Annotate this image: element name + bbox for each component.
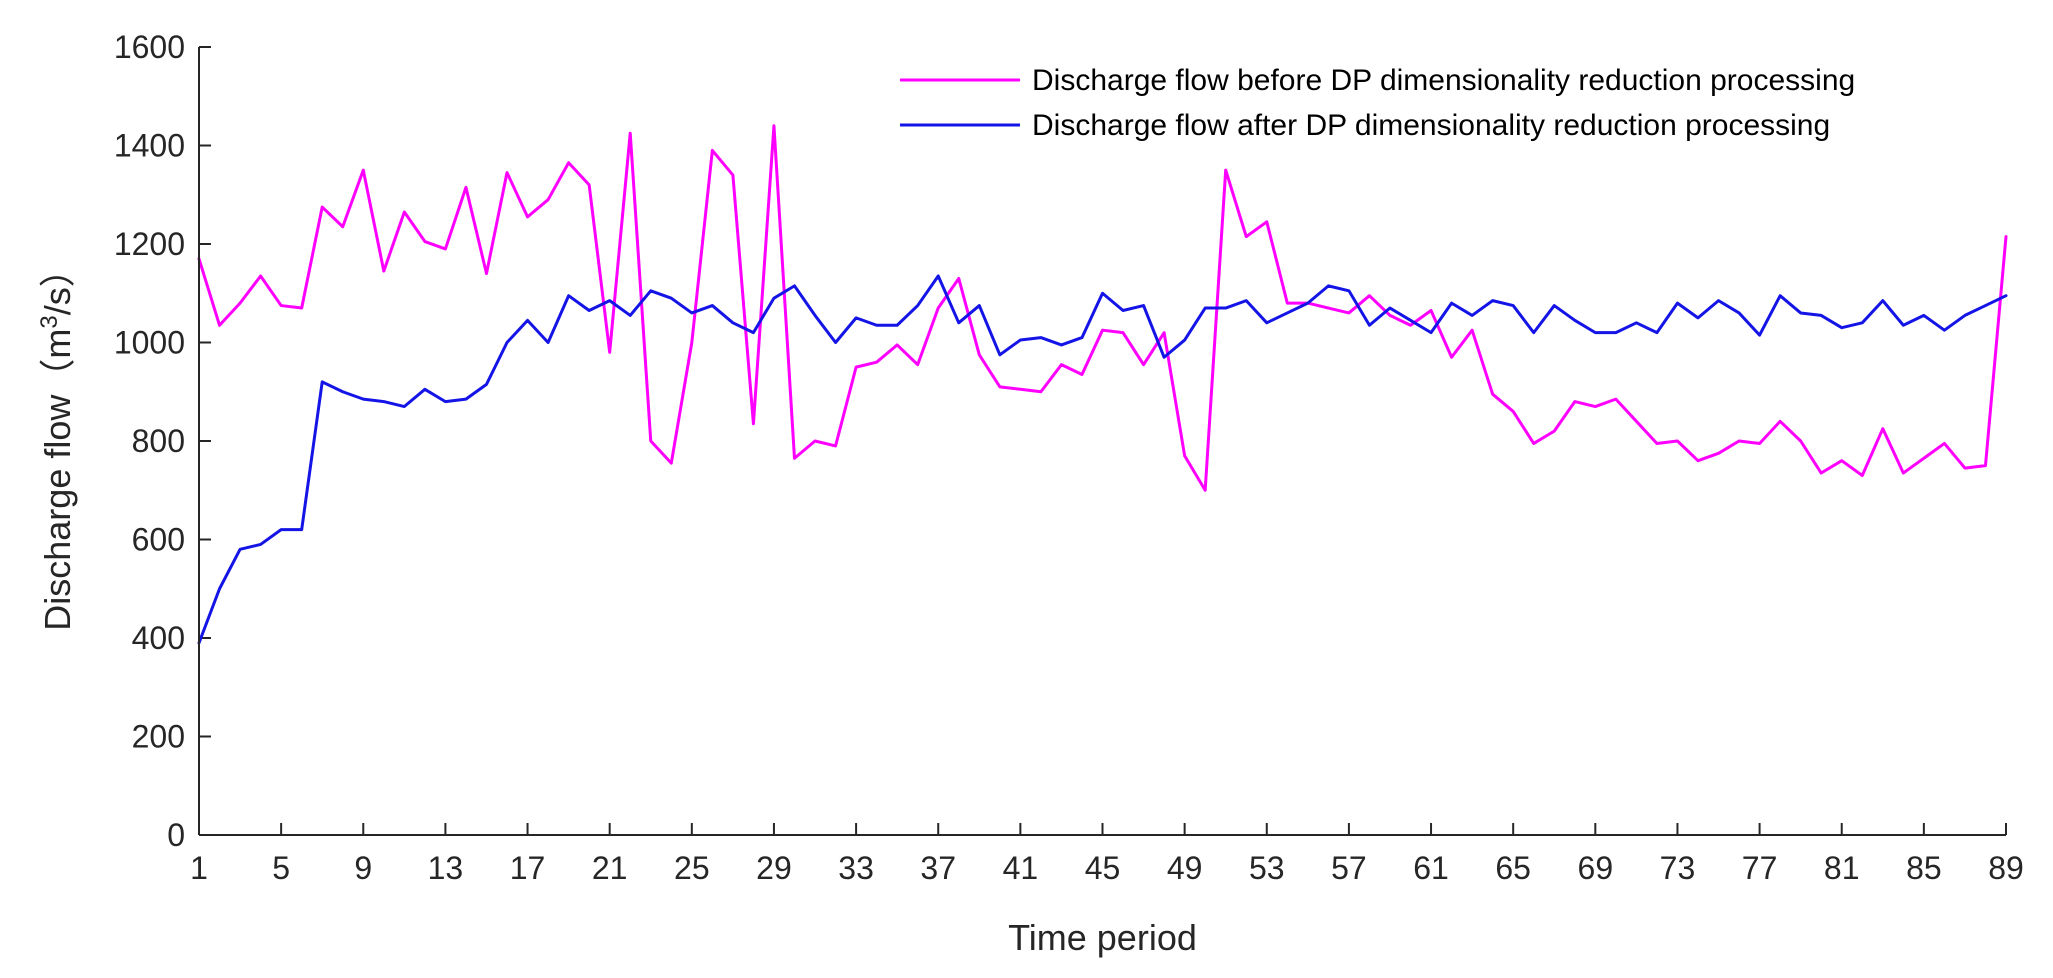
y-tick-label: 800	[132, 423, 185, 459]
x-tick-label: 9	[354, 850, 372, 886]
y-tick-label: 1200	[114, 226, 185, 262]
x-tick-label: 5	[272, 850, 290, 886]
x-tick-label: 77	[1742, 850, 1778, 886]
x-tick-label: 61	[1413, 850, 1449, 886]
series-layer	[197, 124, 2008, 645]
x-tick-label: 89	[1988, 850, 2024, 886]
x-tick-label: 41	[1003, 850, 1039, 886]
series-line-after	[197, 274, 2008, 645]
series-line-before	[197, 124, 2008, 492]
x-axis-label: Time period	[1008, 917, 1197, 958]
legend-label-before: Discharge flow before DP dimensionality …	[1032, 64, 1855, 97]
x-tick-label: 81	[1824, 850, 1860, 886]
x-tick-label: 73	[1660, 850, 1696, 886]
x-tick-label: 13	[428, 850, 464, 886]
tick-marks	[198, 46, 2007, 836]
x-tick-label: 29	[756, 850, 792, 886]
x-tick-label: 25	[674, 850, 710, 886]
x-tick-labels: 1 5 9 13 17 21 25 29 33 37 41 45 49 53 57 61 65 69 73 77 81 8…	[190, 850, 2024, 886]
y-tick-label: 0	[167, 817, 185, 853]
x-tick-label: 85	[1906, 850, 1942, 886]
y-axis-label-suffix: /s）	[37, 251, 78, 315]
x-tick-label: 65	[1495, 850, 1531, 886]
x-tick-label: 69	[1578, 850, 1614, 886]
y-tick-labels: 0 200 400 600 800 1000 1200 1400 1600	[114, 29, 185, 853]
y-tick-label: 1000	[114, 325, 185, 361]
legend: Discharge flow before DP dimensionality …	[900, 64, 1855, 142]
y-axis-label: Discharge flow（m3/s）	[36, 251, 79, 630]
x-tick-label: 37	[920, 850, 956, 886]
x-tick-label: 45	[1085, 850, 1121, 886]
legend-label-after: Discharge flow after DP dimensionality r…	[1032, 109, 1830, 142]
y-tick-label: 200	[132, 719, 185, 755]
y-tick-label: 1600	[114, 29, 185, 65]
y-axis-label-superscript: 3	[36, 315, 63, 328]
y-tick-label: 1400	[114, 128, 185, 164]
x-tick-label: 17	[510, 850, 546, 886]
x-tick-label: 21	[592, 850, 628, 886]
x-tick-label: 33	[838, 850, 874, 886]
y-axis-label-prefix: Discharge flow（m	[37, 329, 78, 631]
y-tick-label: 600	[132, 522, 185, 558]
x-tick-label: 49	[1167, 850, 1203, 886]
x-tick-label: 57	[1331, 850, 1367, 886]
y-tick-label: 400	[132, 620, 185, 656]
x-tick-label: 1	[190, 850, 208, 886]
x-tick-label: 53	[1249, 850, 1285, 886]
